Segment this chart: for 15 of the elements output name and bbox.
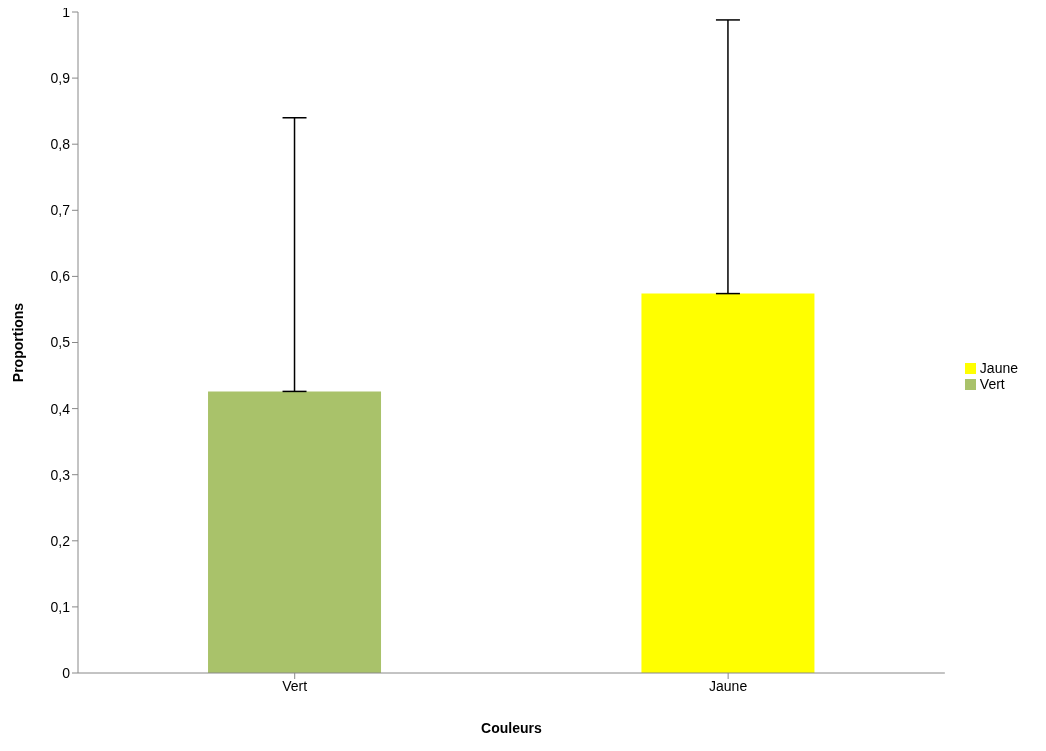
y-tick-label: 0,8: [50, 136, 71, 153]
y-tick-label: 0: [62, 664, 71, 681]
y-tick-label: 0,9: [50, 70, 71, 87]
legend-label: Jaune: [979, 359, 1018, 376]
y-tick-label: 0,1: [50, 598, 71, 615]
y-tick-label: 0,3: [50, 466, 71, 483]
y-tick-label: 0,6: [50, 268, 71, 285]
y-tick-label: 1: [62, 3, 71, 20]
x-axis-title: Couleurs: [481, 720, 542, 736]
legend-label: Vert: [979, 375, 1005, 392]
y-axis-title: Proportions: [9, 302, 26, 383]
y-tick-label: 0,7: [50, 202, 71, 219]
y-tick-label: 0,4: [50, 400, 71, 417]
y-tick-label: 0,2: [50, 532, 71, 549]
y-tick-label: 0,5: [50, 334, 71, 351]
